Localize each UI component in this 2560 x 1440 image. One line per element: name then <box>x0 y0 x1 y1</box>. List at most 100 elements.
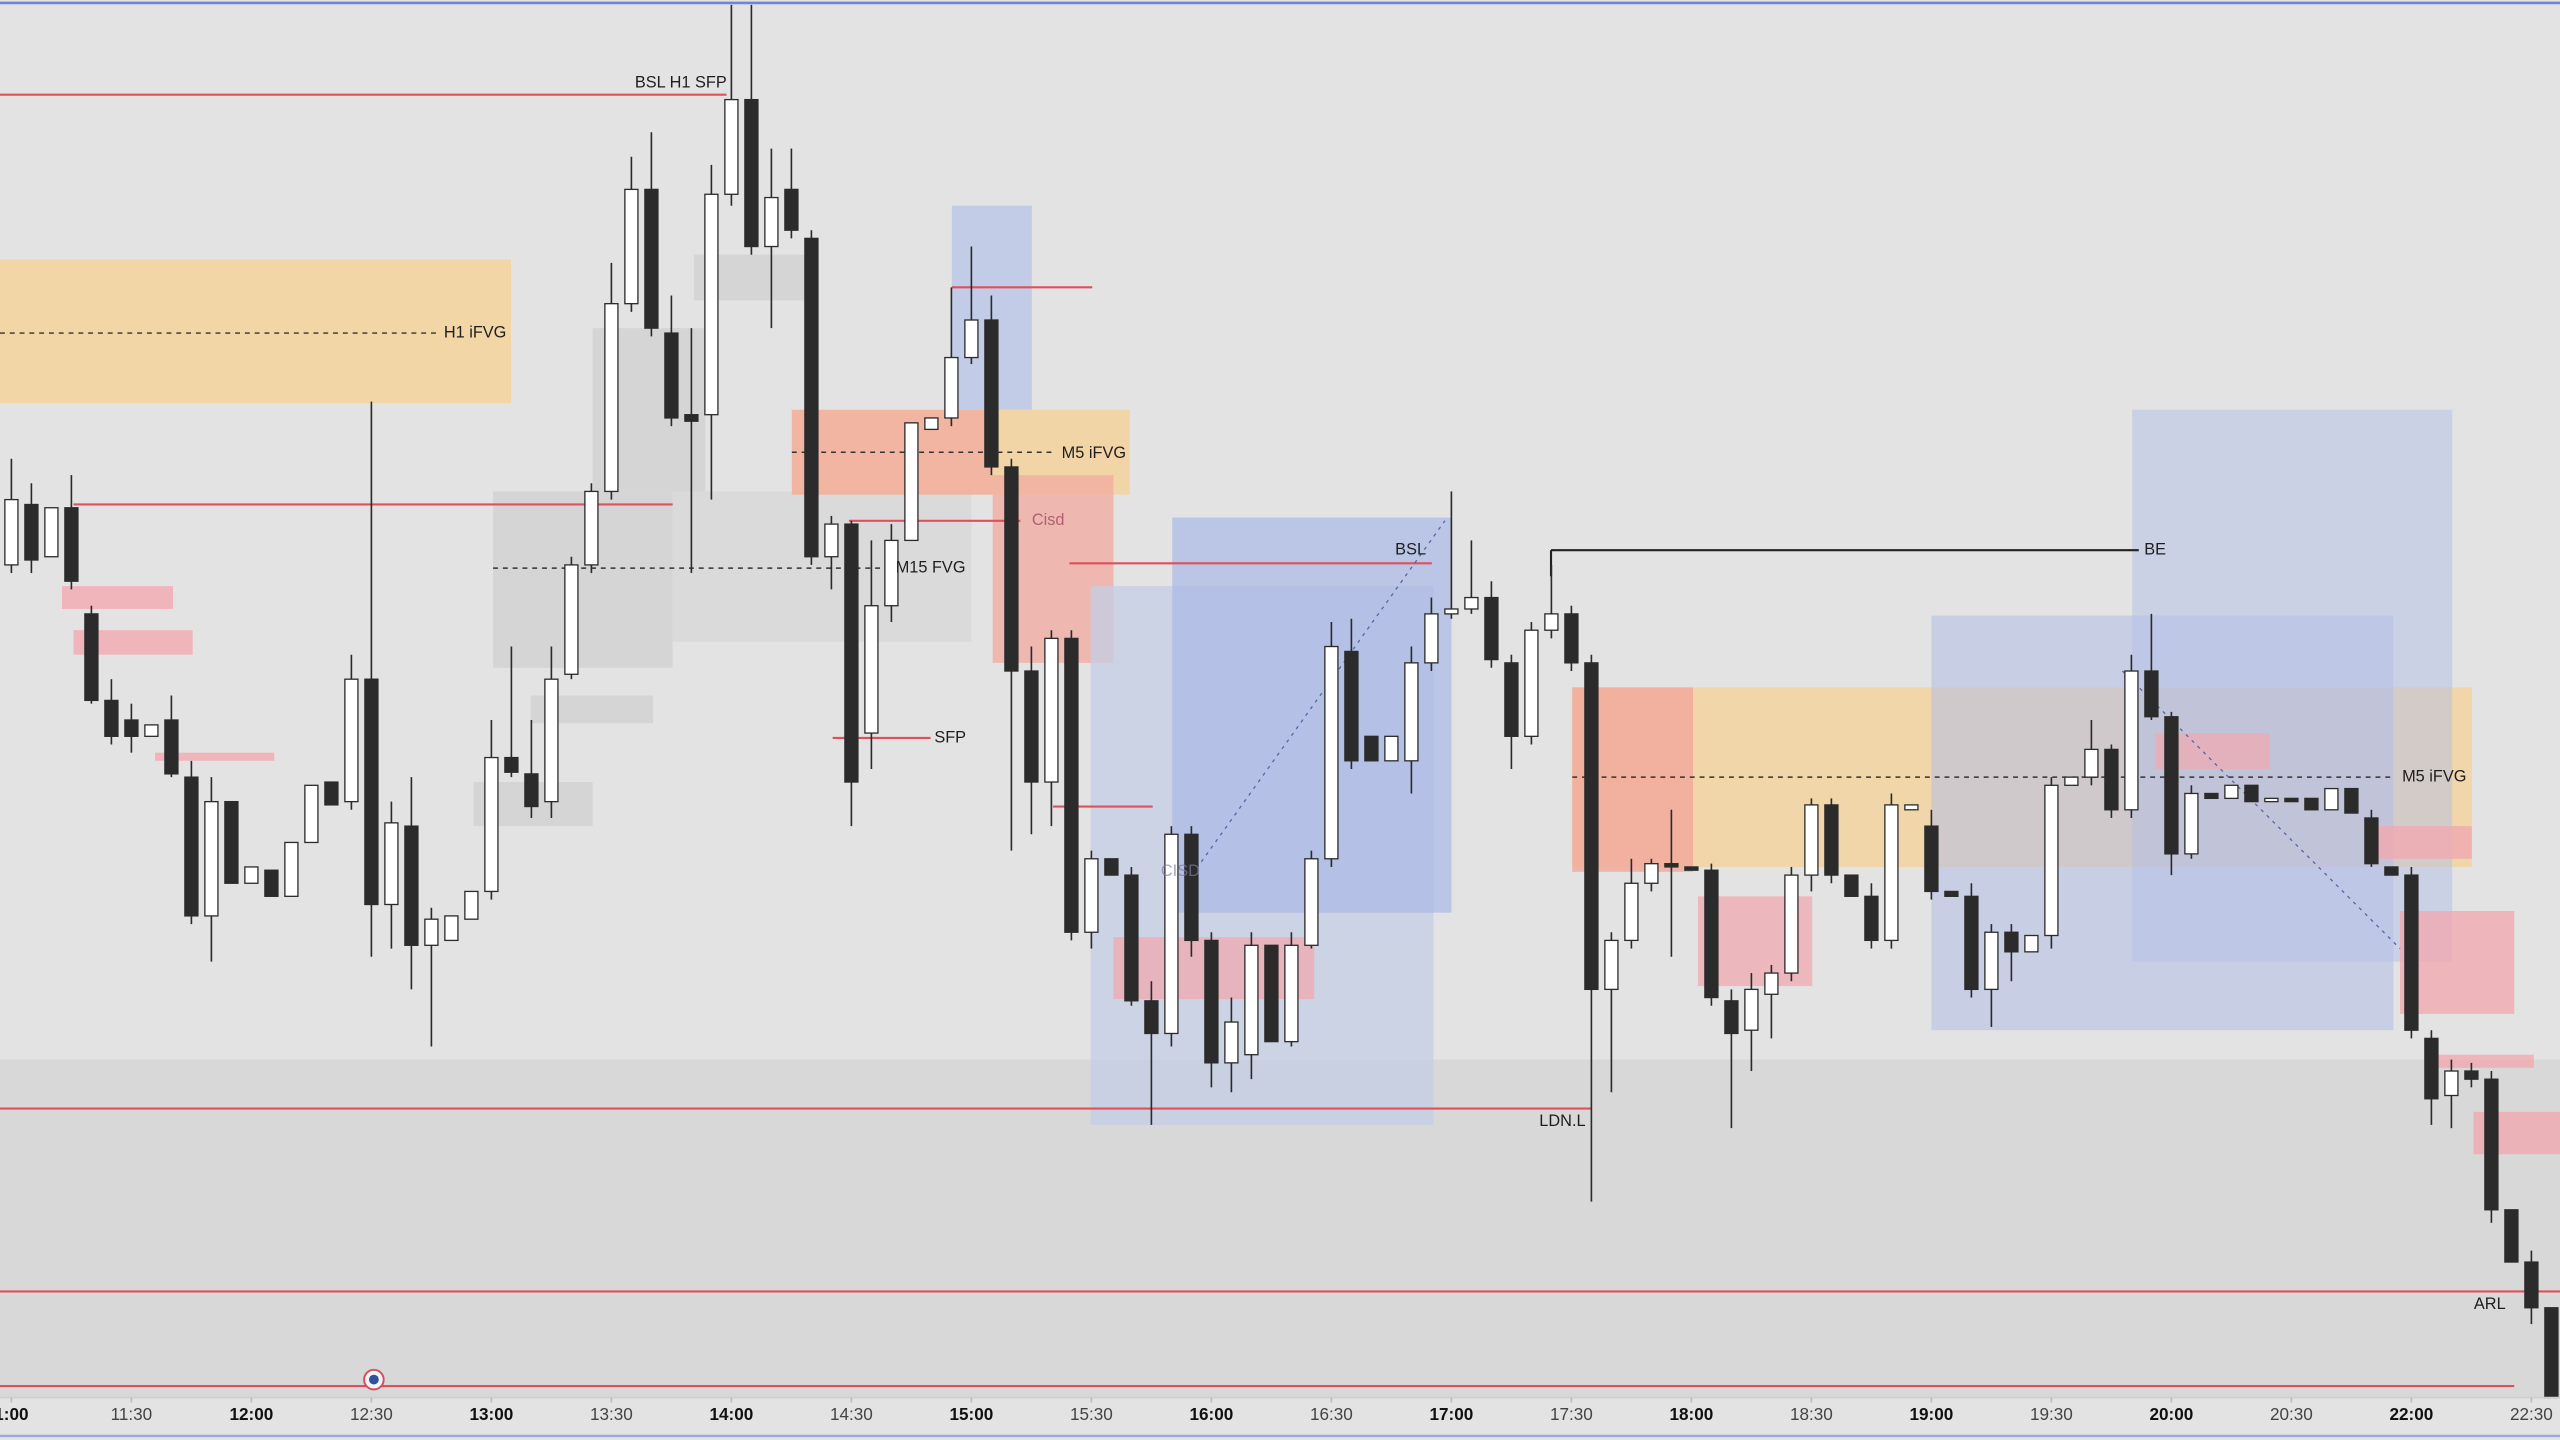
candle-body <box>2244 784 2259 803</box>
candle-body <box>1944 890 1959 897</box>
candle-body <box>924 417 939 431</box>
candle-body <box>2384 866 2399 876</box>
x-tick-label: 12:30 <box>350 1404 393 1424</box>
candle-body <box>604 303 619 493</box>
annotation: M15 FVG <box>896 558 966 576</box>
candle-body <box>2024 934 2039 953</box>
x-tick-label: 13:00 <box>469 1404 513 1424</box>
candle-body <box>1704 869 1719 999</box>
candle-body <box>1104 858 1119 876</box>
candle-body <box>904 422 919 542</box>
pink-zone <box>2367 826 2472 859</box>
candle-body <box>844 523 859 783</box>
candles <box>4 4 2559 1399</box>
candle-body <box>2424 1037 2439 1100</box>
candle-body <box>2164 716 2179 855</box>
annotation: H1 iFVG <box>444 323 507 341</box>
candle-body <box>2464 1070 2479 1080</box>
x-tick-label: 18:00 <box>1669 1404 1713 1424</box>
candle-body <box>1784 874 1799 974</box>
levels <box>0 93 2560 1388</box>
candle-body <box>124 719 139 737</box>
candle-body <box>324 781 339 806</box>
candle-body <box>1604 939 1619 991</box>
pink-zone <box>2432 1054 2534 1068</box>
candle-body <box>1764 972 1779 995</box>
candle-body <box>364 678 379 906</box>
candle-body <box>484 756 499 893</box>
x-tick-label: 14:30 <box>830 1404 873 1424</box>
candle-body <box>1544 613 1559 631</box>
candle-body <box>2144 670 2159 718</box>
candle-body <box>424 918 439 946</box>
candle-body <box>1844 874 1859 897</box>
candle-body <box>704 193 719 416</box>
candle-body <box>2524 1261 2539 1309</box>
candle-body <box>404 825 419 946</box>
candle-body <box>164 719 179 775</box>
candle-body <box>1824 804 1839 876</box>
annotation: Cisd <box>1032 511 1065 529</box>
x-tick-label: 16:30 <box>1310 1404 1353 1424</box>
annotation: SFP <box>934 728 966 746</box>
candle-body <box>1644 863 1659 884</box>
candle-body <box>2104 748 2119 811</box>
candle-body <box>784 188 799 231</box>
candle-body <box>804 237 819 558</box>
candle-body <box>1584 662 1599 991</box>
candle-body <box>1964 895 1979 991</box>
fvg-zone <box>0 259 512 404</box>
candle-body <box>764 196 779 248</box>
x-tick-label: 22:00 <box>2389 1404 2433 1424</box>
candle-body <box>1424 613 1439 664</box>
candle-body <box>684 414 699 422</box>
candle-body <box>1224 1021 1239 1064</box>
candle-body <box>2364 817 2379 865</box>
candle-body <box>1164 833 1179 1035</box>
x-tick-label: 20:30 <box>2270 1404 2313 1424</box>
candle-body <box>1744 988 1759 1031</box>
annotation: BSL <box>1395 541 1426 559</box>
candle-body <box>2264 797 2279 803</box>
annotations: BSL H1 SFP H1 iFVG M5 iFVG Cisd M15 FVG … <box>444 74 2506 1313</box>
candle-body <box>224 800 239 884</box>
candle-body <box>584 490 599 566</box>
candle-body <box>1724 1000 1739 1035</box>
candle-body <box>1904 804 1919 811</box>
candle-body <box>1044 637 1059 783</box>
candle-body <box>2404 874 2419 1031</box>
annotation: M5 iFVG <box>2402 767 2466 785</box>
candle-body <box>1444 608 1459 615</box>
x-tick-label: 20:00 <box>2149 1404 2193 1424</box>
candle-body <box>1064 637 1079 933</box>
x-tick-label: 17:00 <box>1429 1404 1473 1424</box>
candle-body <box>984 319 999 468</box>
pink-zone <box>2400 911 2515 1014</box>
candle-body <box>1244 944 1259 1056</box>
x-tick-label: 18:30 <box>1790 1404 1833 1424</box>
candle-body <box>1624 882 1639 942</box>
candle-body <box>1364 735 1379 762</box>
candle-body <box>4 498 19 566</box>
candle-body <box>664 332 679 419</box>
candle-body <box>944 356 959 419</box>
candle-body <box>244 866 259 884</box>
x-tick-label: 16:00 <box>1189 1404 1233 1424</box>
gray-zone <box>672 491 972 642</box>
candle-body <box>2284 797 2299 803</box>
candle-body <box>204 800 219 917</box>
candle-body <box>824 523 839 558</box>
candle-body <box>2304 797 2319 811</box>
candle-body <box>2444 1070 2459 1097</box>
candle-body <box>2224 784 2239 800</box>
candle-body <box>384 822 399 906</box>
candle-body <box>2204 792 2219 800</box>
annotation: CISD <box>1161 862 1200 880</box>
candle-body <box>1664 863 1679 868</box>
candle-body <box>2544 1307 2559 1399</box>
candle-body <box>644 188 659 329</box>
candle-body <box>884 539 899 607</box>
candle-body <box>1524 629 1539 737</box>
x-tick-label: 22:30 <box>2510 1404 2553 1424</box>
